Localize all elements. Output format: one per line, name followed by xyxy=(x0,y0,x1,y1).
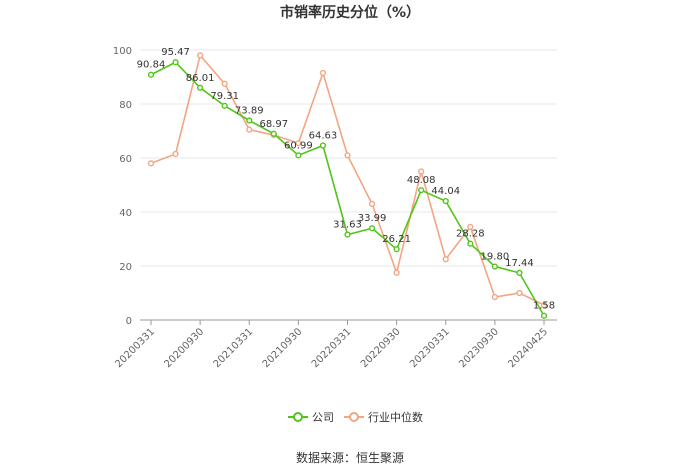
x-tick-label: 20220331 xyxy=(310,326,354,370)
data-label: 68.97 xyxy=(259,119,288,130)
y-tick-label: 80 xyxy=(119,100,132,111)
data-point xyxy=(270,130,277,137)
legend-label: 行业中位数 xyxy=(368,410,423,424)
x-tick-label: 20230930 xyxy=(457,326,501,370)
data-label: 79.31 xyxy=(210,91,239,102)
data-point xyxy=(540,302,548,309)
data-point xyxy=(147,160,155,167)
data-label: 28.28 xyxy=(456,229,485,240)
data-point xyxy=(221,80,228,87)
data-label: 60.99 xyxy=(284,140,313,151)
data-point xyxy=(344,152,351,159)
data-label: 86.01 xyxy=(186,73,215,84)
data-point xyxy=(172,150,179,158)
y-axis: 0 20 40 60 80 100 xyxy=(113,46,132,327)
plot-area: 90.84 95.47 86.01 79.31 73.89 68.97 60.9964.63… xyxy=(137,47,555,319)
data-label: 73.89 xyxy=(235,105,264,116)
data-labels: 90.84 95.47 86.01 79.31 73.89 68.97 60.9964.63… xyxy=(137,47,555,312)
data-label: 95.47 xyxy=(161,47,190,58)
data-label: 90.84 xyxy=(137,60,166,71)
x-tick-label: 20240425 xyxy=(506,326,550,370)
data-label: 1.58 xyxy=(533,301,555,312)
data-point xyxy=(246,117,253,124)
data-point xyxy=(319,142,327,149)
data-point xyxy=(368,200,376,208)
data-point xyxy=(442,197,449,205)
data-point xyxy=(516,269,523,277)
data-point xyxy=(147,71,155,78)
data-point xyxy=(418,187,425,194)
data-point xyxy=(344,231,351,238)
legend-item-company[interactable]: 公司 xyxy=(288,411,334,424)
data-label: 48.08 xyxy=(407,175,436,186)
data-point xyxy=(467,223,474,230)
legend-marker-icon xyxy=(293,412,303,422)
y-tick-label: 0 xyxy=(126,316,132,327)
data-point xyxy=(393,269,400,276)
data-point xyxy=(368,225,376,232)
data-point xyxy=(418,168,425,175)
data-point xyxy=(491,263,498,270)
data-point xyxy=(295,152,302,159)
data-label: 44.04 xyxy=(431,186,460,197)
chart-title: 市销率历史分位（%） xyxy=(280,4,420,21)
data-point xyxy=(172,59,179,66)
data-point xyxy=(221,102,228,109)
data-label: 64.63 xyxy=(309,130,338,141)
y-tick-label: 100 xyxy=(113,46,132,57)
data-point xyxy=(197,84,204,91)
x-tick-label: 20200930 xyxy=(162,326,206,370)
data-point xyxy=(516,289,523,297)
data-point xyxy=(197,52,204,59)
data-label: 19.80 xyxy=(481,252,510,263)
x-tick-label: 20210930 xyxy=(261,326,305,370)
data-point xyxy=(467,240,474,247)
x-tick-label: 20210331 xyxy=(212,326,256,370)
legend: 公司 行业中位数 xyxy=(288,410,423,424)
legend-label: 公司 xyxy=(312,411,334,424)
data-label: 26.21 xyxy=(382,234,411,245)
y-tick-label: 40 xyxy=(119,208,132,219)
legend-marker-icon xyxy=(349,412,359,422)
data-point xyxy=(491,293,498,301)
source-note: 数据来源：恒生聚源 xyxy=(296,450,404,465)
data-point xyxy=(246,126,253,133)
data-label: 17.44 xyxy=(505,258,534,269)
data-point xyxy=(295,140,302,147)
series-company xyxy=(147,59,548,319)
x-tick-label: 20220930 xyxy=(359,326,403,370)
x-tick-label: 20230331 xyxy=(408,326,452,370)
data-label: 31.63 xyxy=(333,220,362,231)
x-axis: 20200331 20200930 20210331 20210930 20220331… xyxy=(113,319,557,370)
legend-item-industry-median[interactable]: 行业中位数 xyxy=(344,410,423,424)
data-label: 33.99 xyxy=(358,213,387,224)
data-point xyxy=(319,69,327,77)
y-tick-label: 60 xyxy=(119,154,132,165)
series-industry-median xyxy=(147,52,548,309)
data-point xyxy=(540,312,548,319)
data-point xyxy=(442,256,449,263)
y-tick-label: 20 xyxy=(119,262,132,273)
data-point xyxy=(393,246,400,253)
x-tick-label: 20200331 xyxy=(113,326,157,370)
